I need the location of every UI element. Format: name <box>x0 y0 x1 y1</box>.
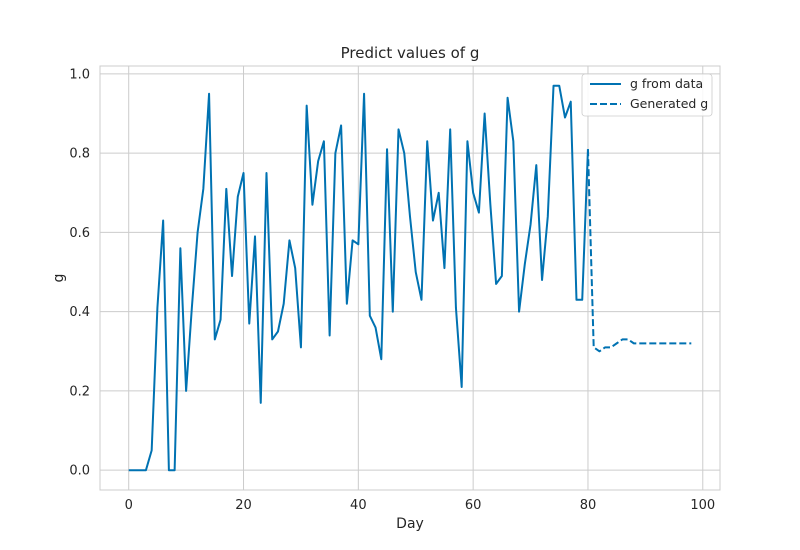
plot-background <box>100 66 720 490</box>
y-axis-label: g <box>51 274 67 283</box>
series-lines <box>128 84 692 472</box>
tick-labels: 0 20 40 60 80 100 0.0 0.2 0.4 0.6 0.8 1.0 <box>69 67 715 513</box>
plot-frame <box>99 65 721 491</box>
y-tick-label: 0.4 <box>69 305 90 320</box>
x-axis-label: Day <box>396 516 424 532</box>
x-tick-label: 40 <box>350 498 367 513</box>
y-tick-label: 0.0 <box>69 464 90 479</box>
series-line-g-from-data <box>128 84 589 472</box>
x-tick-label: 60 <box>465 498 482 513</box>
grid <box>100 66 720 490</box>
chart-title: Predict values of g <box>341 44 480 62</box>
y-tick-label: 0.2 <box>69 384 90 399</box>
legend-label-generated: Generated g <box>630 96 708 111</box>
legend-label-data: g from data <box>630 76 703 91</box>
y-tick-label: 0.8 <box>69 147 90 162</box>
y-tick-label: 0.6 <box>69 226 90 241</box>
y-tick-label: 1.0 <box>69 67 90 82</box>
x-tick-label: 0 <box>125 498 133 513</box>
x-tick-label: 20 <box>235 498 252 513</box>
series-line-generated-g <box>586 149 692 353</box>
x-tick-label: 80 <box>580 498 597 513</box>
legend: g from data Generated g <box>581 73 713 117</box>
x-tick-label: 100 <box>690 498 715 513</box>
